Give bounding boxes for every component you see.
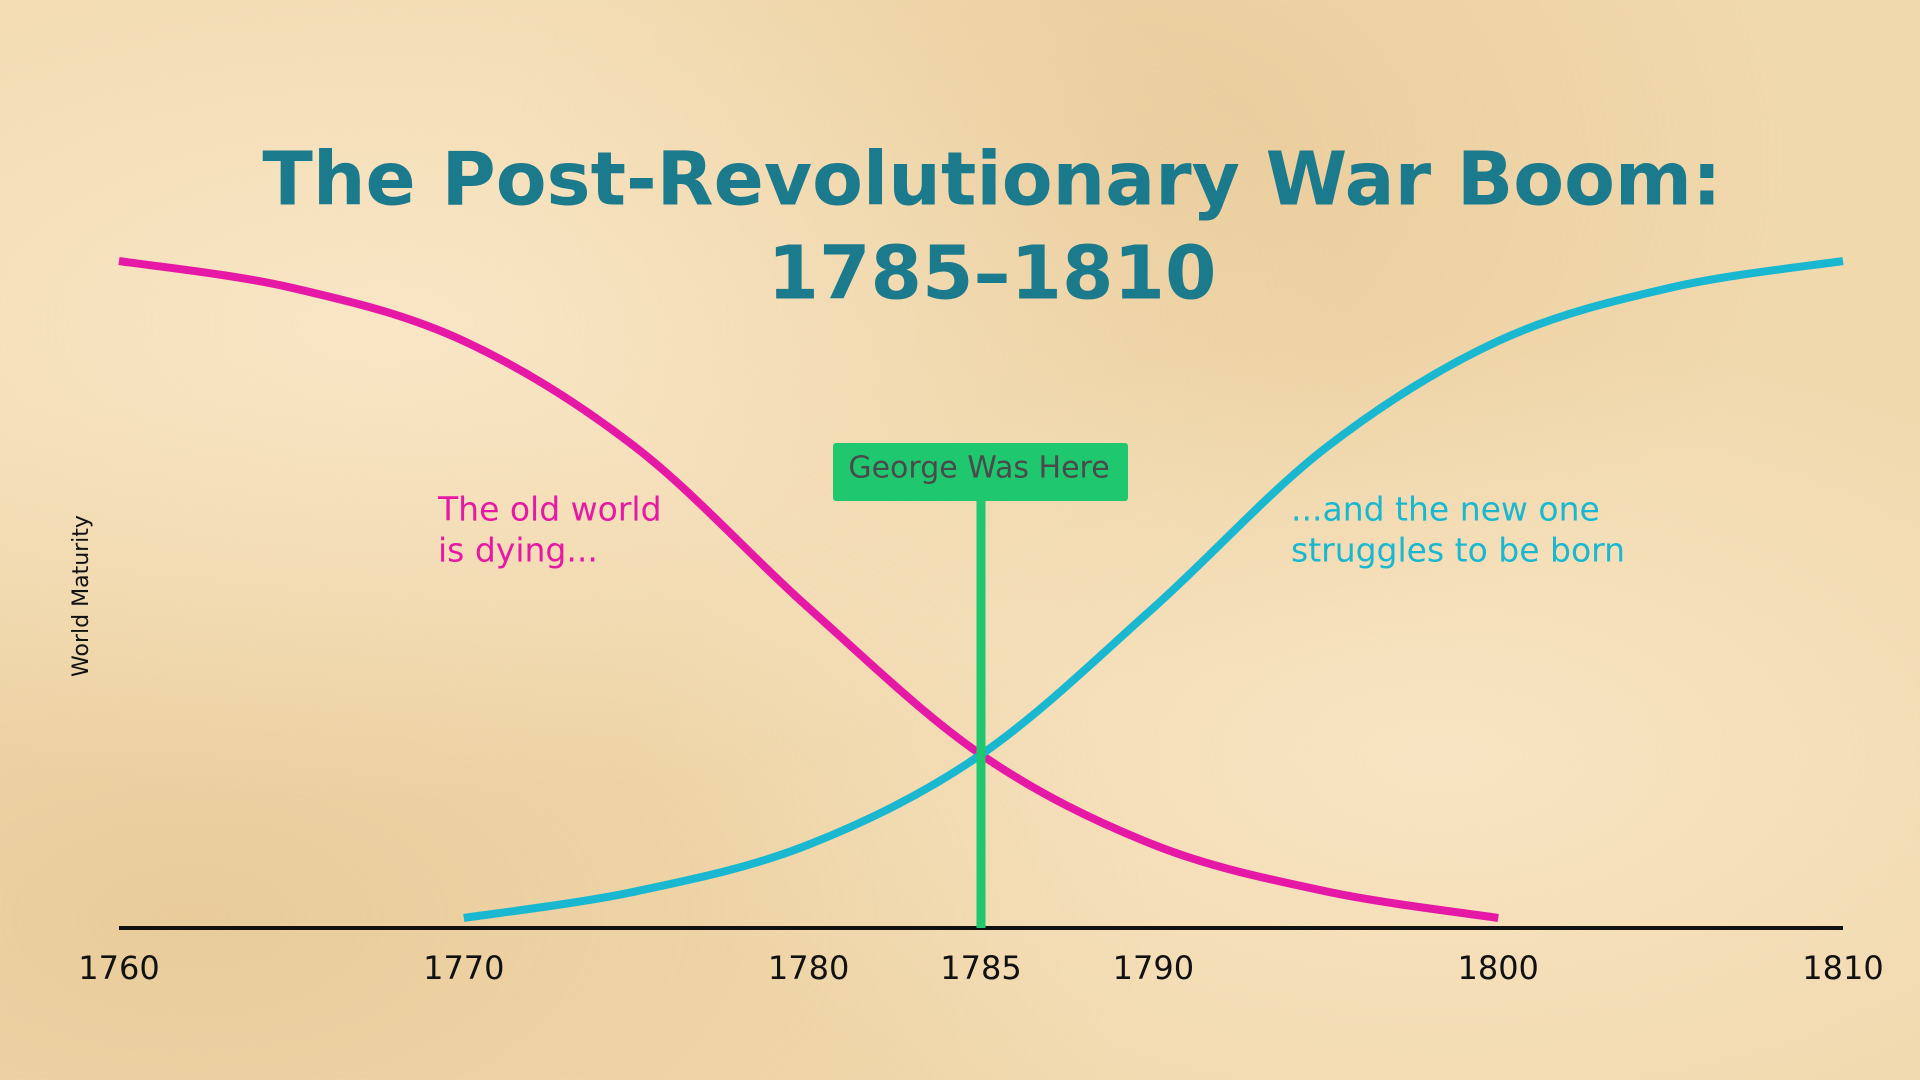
annotation: ...and the new one	[1291, 490, 1600, 529]
series-line	[118, 257, 1499, 922]
annotation: struggles to be born	[1291, 531, 1625, 570]
series-line	[463, 257, 1844, 922]
x-tick-label: 1770	[423, 949, 504, 987]
x-tick-label: 1790	[1113, 949, 1194, 987]
annotation: is dying...	[438, 531, 598, 570]
chart-title: The Post-Revolutionary War Boom:	[262, 137, 1721, 223]
x-tick-label: 1760	[78, 949, 159, 987]
y-axis-label: World Maturity	[69, 515, 94, 677]
marker-box	[833, 443, 1128, 501]
chart-title: 1785–1810	[768, 231, 1217, 317]
marker-label: George Was Here	[848, 451, 1109, 486]
x-tick-label: 1780	[768, 949, 849, 987]
x-tick-label: 1785	[940, 949, 1021, 987]
x-tick-label: 1810	[1802, 949, 1883, 987]
annotation: The old world	[437, 490, 662, 529]
x-tick-label: 1800	[1457, 949, 1538, 987]
